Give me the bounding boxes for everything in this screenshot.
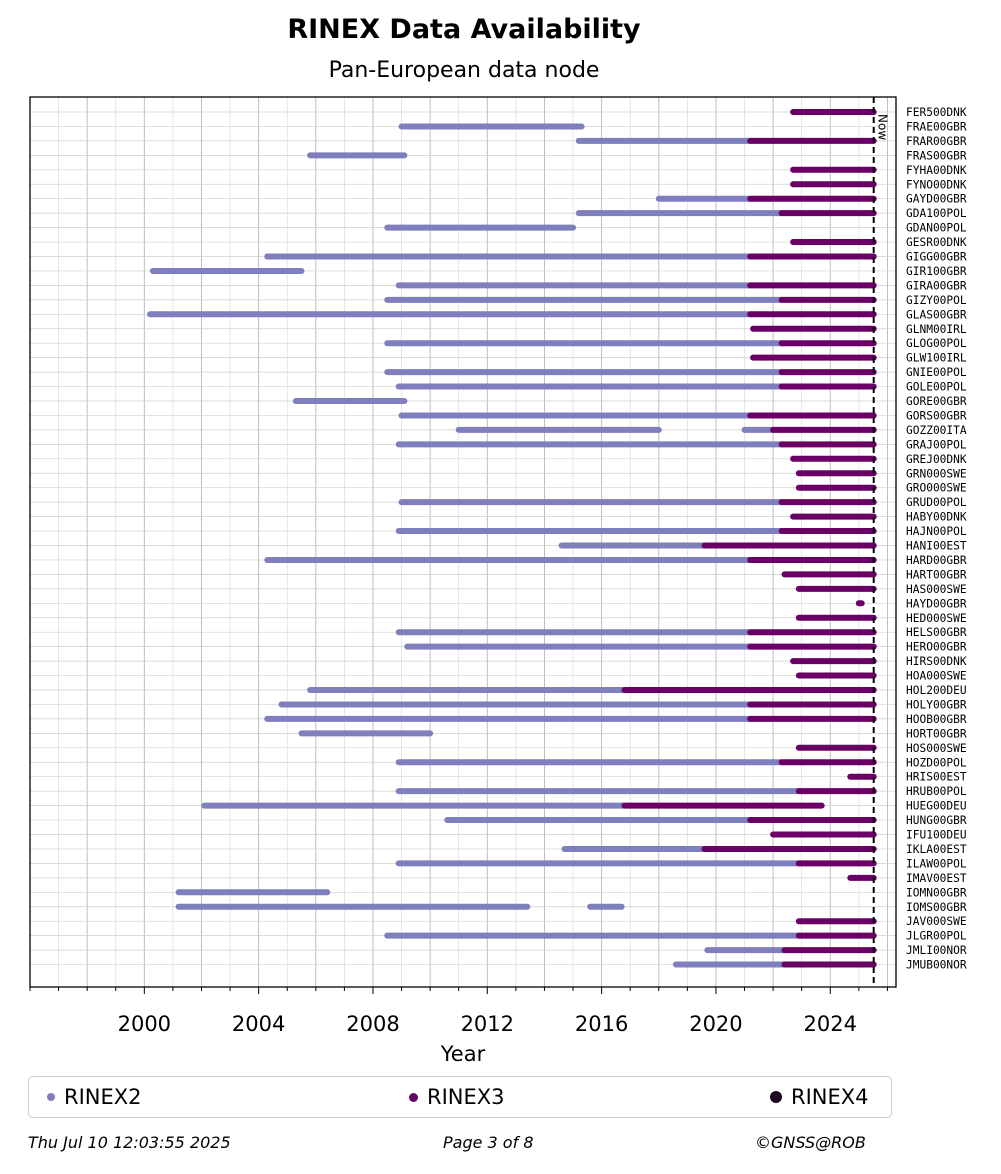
- legend-label-rinex4: RINEX4: [791, 1085, 869, 1109]
- station-label: GRUD00POL: [906, 496, 967, 509]
- station-label: HELS00GBR: [906, 626, 967, 639]
- legend-marker-rinex2: [47, 1093, 55, 1101]
- plot-area: [30, 97, 896, 987]
- station-label: FYNO00DNK: [906, 178, 967, 191]
- station-label: IFU100DEU: [906, 829, 967, 842]
- station-label: HOA000SWE: [906, 670, 967, 683]
- station-label: ILAW00POL: [906, 857, 967, 870]
- station-label: GOLE00POL: [906, 381, 967, 394]
- station-label: GRO000SWE: [906, 482, 967, 495]
- station-label: HABY00DNK: [906, 511, 967, 524]
- station-label: FER500DNK: [906, 106, 967, 119]
- legend-item-rinex3: RINEX3: [409, 1077, 505, 1117]
- legend-item-rinex2: RINEX2: [47, 1077, 142, 1117]
- x-tick-label: 2016: [575, 1012, 628, 1036]
- station-label: HAYD00GBR: [906, 597, 967, 610]
- station-label: HOS000SWE: [906, 742, 967, 755]
- station-label: GLAS00GBR: [906, 308, 967, 321]
- station-label: GLW100IRL: [906, 352, 967, 365]
- station-label: GIZY00POL: [906, 294, 967, 307]
- station-label: GLOG00POL: [906, 337, 967, 350]
- station-label: HUEG00DEU: [906, 800, 967, 813]
- x-axis-label: Year: [440, 1042, 486, 1066]
- station-label: HOL200DEU: [906, 684, 967, 697]
- station-label: GAYD00GBR: [906, 193, 967, 206]
- x-tick-label: 2004: [232, 1012, 285, 1036]
- legend: RINEX2 RINEX3 RINEX4: [28, 1076, 892, 1118]
- station-label: HAS000SWE: [906, 583, 967, 596]
- station-label: FRAE00GBR: [906, 120, 967, 133]
- station-label: HOZD00POL: [906, 756, 967, 769]
- station-label: HOLY00GBR: [906, 698, 967, 711]
- station-label: HOOB00GBR: [906, 713, 967, 726]
- legend-marker-rinex4: [770, 1091, 782, 1103]
- station-label: IOMS00GBR: [906, 901, 967, 914]
- station-label: HRUB00POL: [906, 785, 967, 798]
- station-label: HUNG00GBR: [906, 814, 967, 827]
- station-label: GNIE00POL: [906, 366, 967, 379]
- station-label: IKLA00EST: [906, 843, 967, 856]
- station-label: GRN000SWE: [906, 467, 967, 480]
- station-label: JAV000SWE: [906, 915, 967, 928]
- station-label: HED000SWE: [906, 612, 967, 625]
- station-label: HARD00GBR: [906, 554, 967, 567]
- station-label: HANI00EST: [906, 540, 967, 553]
- station-label: IOMN00GBR: [906, 886, 967, 899]
- station-label: GORE00GBR: [906, 395, 967, 408]
- station-label: GORS00GBR: [906, 409, 967, 422]
- legend-label-rinex3: RINEX3: [427, 1085, 505, 1109]
- station-label: GDAN00POL: [906, 222, 967, 235]
- station-label: HAJN00POL: [906, 525, 967, 538]
- station-label: GIGG00GBR: [906, 251, 967, 264]
- station-label: JMLI00NOR: [906, 944, 967, 957]
- footer-copyright: ©GNSS@ROB: [755, 1133, 866, 1152]
- station-label: GOZZ00ITA: [906, 424, 967, 437]
- station-label: FYHA00DNK: [906, 164, 967, 177]
- station-label: GRAJ00POL: [906, 438, 967, 451]
- station-label: FRAS00GBR: [906, 149, 967, 162]
- station-label: HART00GBR: [906, 568, 967, 581]
- station-label: HORT00GBR: [906, 727, 967, 740]
- chart-subtitle: Pan-European data node: [328, 58, 600, 83]
- station-label: GLNM00IRL: [906, 323, 967, 336]
- footer-page-number: Page 3 of 8: [443, 1133, 534, 1152]
- station-label: HRIS00EST: [906, 771, 967, 784]
- station-label: IMAV00EST: [906, 872, 967, 885]
- footer-timestamp: Thu Jul 10 12:03:55 2025: [28, 1133, 231, 1152]
- station-label: GDA100POL: [906, 207, 967, 220]
- x-tick-label: 2020: [689, 1012, 742, 1036]
- station-label: FRAR00GBR: [906, 135, 967, 148]
- chart-title: RINEX Data Availability: [287, 14, 641, 45]
- x-tick-label: 2008: [346, 1012, 399, 1036]
- x-tick-label: 2012: [461, 1012, 514, 1036]
- station-label: JMUB00NOR: [906, 959, 967, 972]
- station-label: HERO00GBR: [906, 641, 967, 654]
- station-label: GIR100GBR: [906, 265, 967, 278]
- legend-label-rinex2: RINEX2: [64, 1085, 142, 1109]
- plot-frame: [29, 96, 897, 988]
- station-label: GIRA00GBR: [906, 279, 967, 292]
- station-label: GREJ00DNK: [906, 453, 967, 466]
- x-tick-label: 2000: [118, 1012, 171, 1036]
- legend-marker-rinex3: [409, 1092, 418, 1102]
- station-label: JLGR00POL: [906, 930, 967, 943]
- station-label: GESR00DNK: [906, 236, 967, 249]
- now-label: Now: [876, 114, 890, 140]
- legend-item-rinex4: RINEX4: [770, 1077, 869, 1117]
- x-tick-label: 2024: [804, 1012, 857, 1036]
- station-label: HIRS00DNK: [906, 655, 967, 668]
